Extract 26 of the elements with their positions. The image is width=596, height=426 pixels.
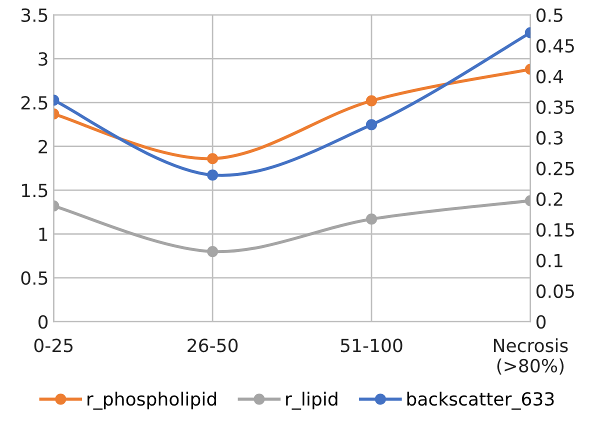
x-tick-label: 51-100 [340,338,402,352]
y2-tick-label: 0 [536,315,546,329]
y-tick-label: 3.5 [21,8,48,22]
y2-tick-label: 0.25 [536,162,574,176]
legend-label: r_lipid [286,392,338,410]
y-tick-label: 2 [38,140,47,154]
legend-label: r_phospholipid [88,392,216,410]
y-tick-label: 0.5 [21,271,48,285]
y2-tick-label: 0.35 [536,100,574,114]
y2-tick-label: 0.4 [536,70,564,84]
y2-tick-label: 0.45 [536,39,574,53]
x-tick-label: 0-25 [34,338,73,352]
y-tick-label: 2.5 [21,96,48,110]
y-tick-label: 0 [38,315,48,329]
y2-tick-label: 0.1 [536,254,562,268]
y-tick-label: 1.5 [22,184,48,198]
y2-tick-label: 0.05 [536,284,574,298]
y2-tick-label: 0.15 [536,223,574,237]
x-tick-label: 26-50 [188,338,238,352]
y2-tick-label: 0.2 [536,192,562,206]
y-tick-label: 3 [38,52,48,66]
legend-label: backscatter_633 [407,392,554,410]
y2-tick-label: 0.5 [536,8,562,22]
y2-tick-label: 0.3 [536,131,563,145]
y-tick-label: 1 [39,228,48,241]
x-tick-label: Necrosis (>80%) [494,338,568,375]
